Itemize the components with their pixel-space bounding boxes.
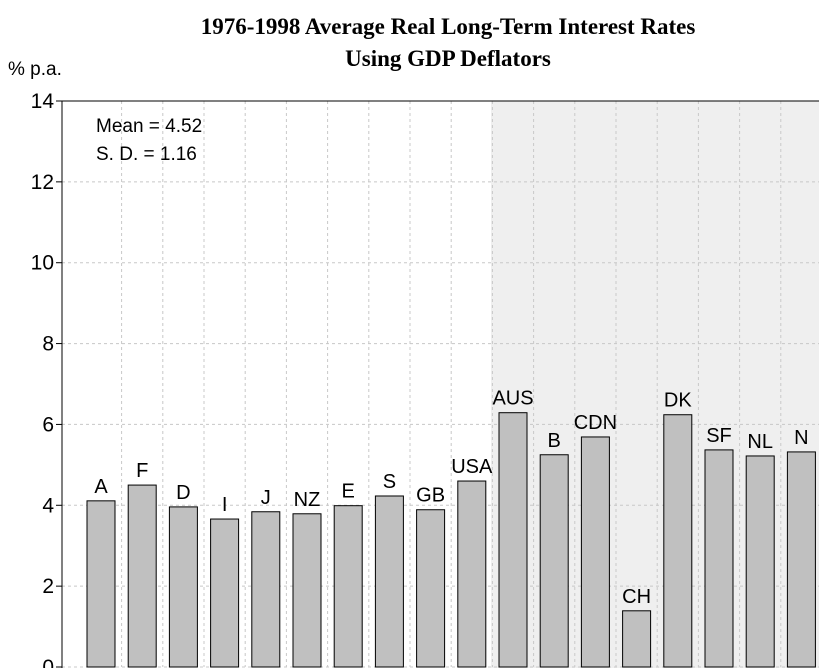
category-label: E — [342, 481, 355, 503]
bar — [622, 610, 652, 668]
y-tick-label: 12 — [31, 171, 54, 194]
category-label: A — [94, 476, 108, 498]
category-label: I — [222, 494, 228, 516]
category-label: J — [261, 487, 271, 509]
category-label: S — [383, 471, 396, 493]
category-label: B — [548, 430, 561, 452]
y-axis-label: % p.a. — [8, 59, 62, 80]
y-tick-label: 14 — [31, 90, 55, 113]
bar — [663, 414, 693, 668]
bar — [374, 495, 404, 668]
bar — [786, 451, 816, 668]
category-label: CH — [622, 586, 651, 608]
category-label: GB — [416, 485, 445, 507]
category-label: AUS — [492, 388, 533, 410]
y-tick-label: 10 — [31, 252, 54, 275]
category-label: N — [794, 427, 808, 449]
bar — [168, 506, 198, 668]
bar — [704, 449, 734, 668]
category-label: DK — [664, 390, 692, 412]
y-tick-label: 0 — [42, 656, 54, 668]
y-tick-label: 6 — [42, 413, 54, 436]
y-tick-label: 8 — [42, 333, 54, 356]
bar — [457, 480, 487, 668]
annotation: S. D. = 1.16 — [96, 144, 197, 165]
bar — [210, 518, 240, 668]
bar — [333, 505, 363, 668]
category-label: F — [136, 460, 148, 482]
category-label: NL — [747, 431, 773, 453]
annotation: Mean = 4.52 — [96, 116, 202, 137]
bar — [292, 513, 322, 668]
category-label: D — [176, 482, 190, 504]
category-label: CDN — [574, 412, 617, 434]
bar — [539, 454, 569, 668]
category-label: USA — [451, 456, 493, 478]
chart-title: 1976-1998 Average Real Long-Term Interes… — [201, 14, 696, 39]
y-tick-label: 4 — [42, 494, 54, 517]
category-label: SF — [706, 425, 732, 447]
bar — [86, 500, 116, 668]
bar — [498, 412, 528, 668]
bar — [416, 509, 446, 668]
bar — [580, 436, 610, 668]
category-label: NZ — [294, 489, 321, 511]
bar — [251, 511, 281, 668]
chart-title: Using GDP Deflators — [345, 46, 551, 71]
y-tick-label: 2 — [42, 575, 54, 598]
bar — [745, 455, 775, 668]
bar — [127, 484, 157, 668]
